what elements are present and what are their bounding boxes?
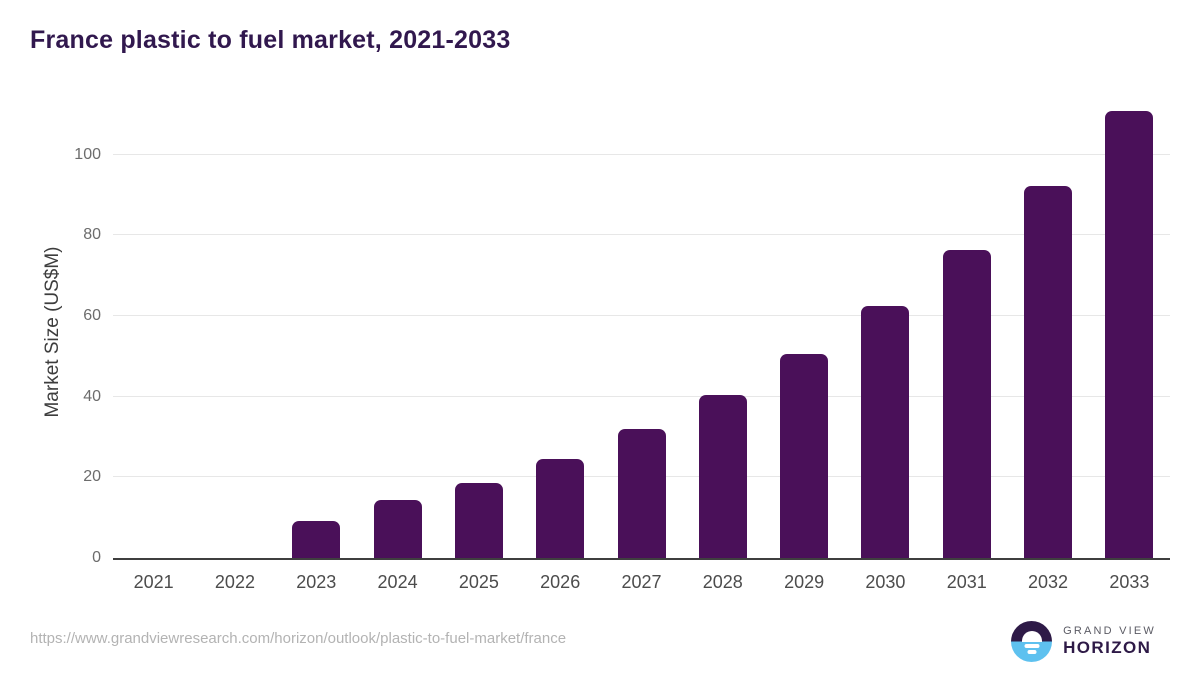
logo-product-line: HORIZON xyxy=(1063,638,1152,658)
x-tick-label-2022: 2022 xyxy=(214,572,255,592)
bar-2023 xyxy=(292,520,341,558)
bar-2033 xyxy=(1105,111,1154,558)
grand-view-horizon-logo: GRAND VIEW HORIZON xyxy=(1011,621,1156,662)
bar-2030 xyxy=(861,305,910,558)
bar-2025 xyxy=(454,482,503,558)
x-tick-label-2031: 2031 xyxy=(946,572,987,592)
x-tick-label-2029: 2029 xyxy=(784,572,825,592)
bar-2026 xyxy=(536,458,585,558)
x-tick-label-2023: 2023 xyxy=(296,572,337,592)
horizon-sun-icon xyxy=(1011,621,1053,662)
gridline xyxy=(113,234,1170,236)
x-tick-label-2026: 2026 xyxy=(540,572,581,592)
bar-2027 xyxy=(617,428,666,558)
gridline xyxy=(113,314,1170,316)
plot-area: 0 20 40 60 80 100 2021 2022 2023 2024 2025 2026 2027… xyxy=(74,105,1170,592)
bar-2031 xyxy=(942,250,991,558)
y-tick-label: 40 xyxy=(83,387,101,405)
y-tick-label: 80 xyxy=(83,226,101,244)
bar-2024 xyxy=(373,500,422,558)
x-tick-label-2028: 2028 xyxy=(702,572,743,592)
y-tick-label: 60 xyxy=(83,306,101,324)
gridline xyxy=(113,395,1170,397)
logo-wordmark: GRAND VIEW HORIZON xyxy=(1063,625,1156,657)
logo-brand-line: GRAND VIEW xyxy=(1063,625,1156,638)
sun-dome-shape xyxy=(1021,630,1042,642)
y-tick-label: 100 xyxy=(74,145,101,163)
x-tick-label-2032: 2032 xyxy=(1028,572,1069,592)
bar-2032 xyxy=(1024,185,1073,558)
sun-reflection-bar-2 xyxy=(1027,650,1037,654)
x-tick-label-2027: 2027 xyxy=(621,572,662,592)
x-tick-label-2025: 2025 xyxy=(458,572,499,592)
source-url: https://www.grandviewresearch.com/horizo… xyxy=(30,630,567,647)
y-axis-title: Market Size (US$M) xyxy=(42,246,63,418)
x-tick-label-2024: 2024 xyxy=(377,572,418,592)
x-tick-label-2021: 2021 xyxy=(133,572,174,592)
x-tick-label-2033: 2033 xyxy=(1109,572,1150,592)
x-tick-label-2030: 2030 xyxy=(865,572,906,592)
chart-title: France plastic to fuel market, 2021-2033 xyxy=(30,26,511,54)
y-tick-label: 20 xyxy=(83,468,101,486)
bar-2028 xyxy=(698,394,747,558)
gridline xyxy=(113,153,1170,155)
bar-2029 xyxy=(780,354,829,558)
y-tick-label: 0 xyxy=(92,549,101,566)
sun-reflection-bar-1 xyxy=(1024,644,1040,648)
